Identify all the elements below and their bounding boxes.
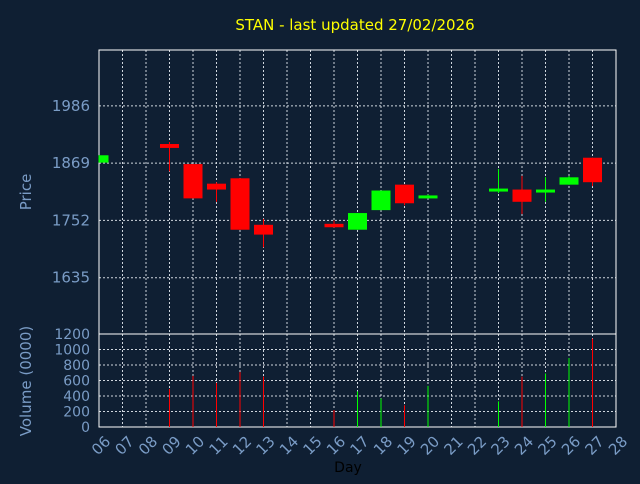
- candle-body: [207, 183, 226, 190]
- price-tick-label: 1986: [52, 97, 90, 115]
- volume-tick-label: 0: [81, 420, 90, 436]
- x-tick-label: 07: [112, 433, 138, 459]
- x-tick-label: 17: [347, 433, 373, 459]
- x-tick-label: 19: [394, 433, 420, 459]
- price-tick-label: 1869: [52, 154, 90, 172]
- x-tick-label: 14: [276, 433, 302, 459]
- candle-body: [160, 144, 179, 148]
- x-tick-label: 18: [370, 433, 396, 459]
- x-tick-label: 22: [464, 433, 490, 459]
- x-tick-label: 15: [300, 433, 326, 459]
- x-tick-label: 27: [582, 433, 608, 459]
- candle-body: [489, 188, 508, 192]
- x-tick-label: 08: [135, 433, 161, 459]
- volume-tick-label: 400: [63, 389, 90, 405]
- candle-body: [418, 195, 438, 199]
- x-tick-label: 20: [417, 433, 443, 459]
- candle-body: [183, 164, 203, 199]
- volume-tick-label: 800: [63, 358, 90, 374]
- x-tick-label: 12: [229, 433, 255, 459]
- x-tick-label: 25: [535, 433, 561, 459]
- x-tick-label: 11: [206, 433, 232, 459]
- price-tick-label: 1635: [52, 269, 90, 287]
- candle-body: [99, 155, 109, 163]
- candle-body: [395, 184, 414, 204]
- price-axis-label: Price: [17, 174, 35, 211]
- x-tick-label: 16: [323, 433, 349, 459]
- candle-body: [536, 189, 555, 193]
- candle-body: [324, 223, 344, 228]
- x-axis-label: Day: [334, 460, 362, 476]
- x-tick-label: 13: [253, 433, 279, 459]
- candle-body: [559, 177, 579, 185]
- candle-body: [371, 190, 391, 211]
- candle-body: [583, 157, 602, 183]
- x-tick-label: 26: [558, 433, 584, 459]
- x-tick-label: 24: [511, 433, 537, 459]
- x-tick-label: 09: [159, 433, 185, 459]
- candle-body: [512, 189, 532, 202]
- x-tick-label: 10: [182, 433, 208, 459]
- candle-body: [348, 213, 367, 230]
- price-tick-label: 1752: [52, 211, 90, 229]
- chart-title: STAN - last updated 27/02/2026: [235, 16, 474, 34]
- candle-body: [254, 224, 273, 235]
- volume-tick-label: 600: [63, 374, 90, 390]
- volume-tick-label: 1000: [54, 343, 90, 359]
- volume-tick-label: 200: [63, 405, 90, 421]
- candle-body: [230, 178, 250, 230]
- x-tick-label: 28: [605, 433, 631, 459]
- x-tick-label: 06: [88, 433, 114, 459]
- x-tick-label: 21: [441, 433, 467, 459]
- volume-axis-label: Volume (0000): [17, 326, 35, 436]
- volume-tick-label: 1200: [54, 327, 90, 343]
- x-tick-label: 23: [488, 433, 514, 459]
